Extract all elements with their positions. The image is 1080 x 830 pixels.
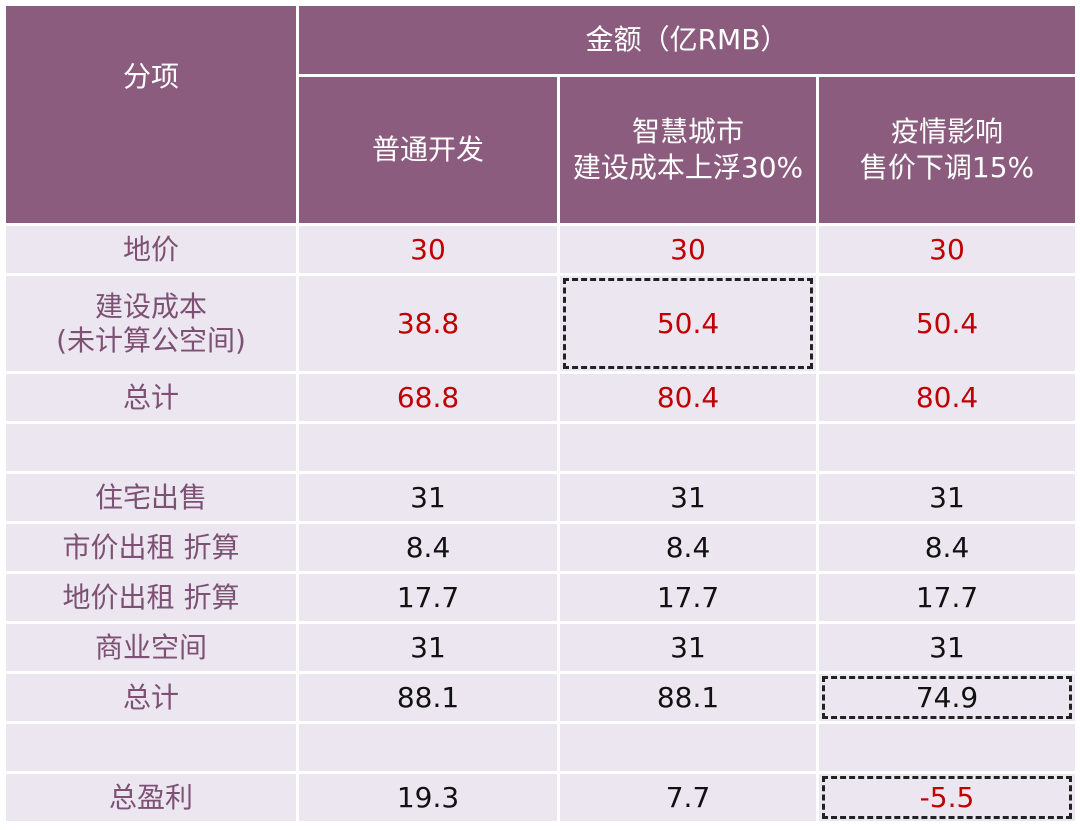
row-label: 商业空间 [94, 630, 207, 664]
value-cell: 31 [560, 624, 816, 671]
value-cell [299, 424, 557, 471]
value-cell: 31 [299, 474, 557, 521]
column-header-line1: 普通开发 [371, 133, 484, 166]
value-cell: 31 [819, 474, 1075, 521]
row-label: 地价出租 折算 [62, 580, 240, 614]
value-cell: 19.3 [299, 774, 557, 821]
value-cell: 50.4 [560, 276, 816, 371]
column-header-pandemic: 疫情影响 售价下调15% [819, 77, 1075, 223]
value-cell: 17.7 [819, 574, 1075, 621]
table-row: 市价出租 折算 8.4 8.4 8.4 [6, 524, 1075, 571]
value-cell: 38.8 [299, 276, 557, 371]
row-label-cell [6, 724, 296, 771]
column-header-line1: 疫情影响 [890, 115, 1003, 148]
table-row: 地价出租 折算 17.7 17.7 17.7 [6, 574, 1075, 621]
value-cell: 17.7 [560, 574, 816, 621]
row-label-cell: 商业空间 [6, 624, 296, 671]
value-cell: 31 [819, 624, 1075, 671]
column-header-smart-city: 智慧城市 建设成本上浮30% [560, 77, 816, 223]
value-cell: 31 [560, 474, 816, 521]
table-row: 建设成本 (未计算公空间) 38.8 50.4 50.4 [6, 276, 1075, 371]
value-cell: 17.7 [299, 574, 557, 621]
cost-profit-table: 分项 金额（亿RMB） 普通开发 智慧城市 建设成本上浮30% 疫情影响 售价下… [3, 3, 1078, 824]
row-label-cell: 总计 [6, 674, 296, 721]
value-cell: 30 [819, 226, 1075, 273]
amount-header: 金额（亿RMB） [299, 6, 1075, 74]
column-header-line2: 售价下调15% [859, 151, 1035, 184]
column-header-normal: 普通开发 [299, 77, 557, 223]
table-row: 地价 30 30 30 [6, 226, 1075, 273]
row-label: 总盈利 [108, 780, 193, 814]
row-label: 市价出租 折算 [62, 530, 240, 564]
value-cell [560, 724, 816, 771]
value-cell: 88.1 [299, 674, 557, 721]
row-label-cell: 建设成本 (未计算公空间) [6, 276, 296, 371]
table-row [6, 424, 1075, 471]
row-label: 总计 [122, 380, 179, 414]
value-cell: 80.4 [560, 374, 816, 421]
value-cell: 8.4 [560, 524, 816, 571]
table-body: 地价 30 30 30 建设成本 (未计算公空间) 38.8 50.4 50.4 总计 68.8 80… [6, 226, 1075, 821]
value-cell: 68.8 [299, 374, 557, 421]
table-row: 住宅出售 31 31 31 [6, 474, 1075, 521]
value-cell: 50.4 [819, 276, 1075, 371]
row-label-cell [6, 424, 296, 471]
column-header-line2: 建设成本上浮30% [572, 151, 804, 184]
table-row: 总计 68.8 80.4 80.4 [6, 374, 1075, 421]
value-cell: 88.1 [560, 674, 816, 721]
row-label-cell: 住宅出售 [6, 474, 296, 521]
value-cell: 74.9 [819, 674, 1075, 721]
value-cell [560, 424, 816, 471]
value-cell: 31 [299, 624, 557, 671]
value-cell: 8.4 [299, 524, 557, 571]
table-row: 总计 88.1 88.1 74.9 [6, 674, 1075, 721]
table-row [6, 724, 1075, 771]
row-label-cell: 总计 [6, 374, 296, 421]
row-label-cell: 市价出租 折算 [6, 524, 296, 571]
column-header-line1: 智慧城市 [631, 115, 744, 148]
row-label: 地价 [122, 232, 179, 266]
table-row: 总盈利 19.3 7.7 -5.5 [6, 774, 1075, 821]
row-label: 总计 [122, 680, 179, 714]
row-label: 建设成本 [94, 289, 207, 323]
value-cell: 30 [299, 226, 557, 273]
row-label-cell: 地价 [6, 226, 296, 273]
value-cell [299, 724, 557, 771]
row-label: 住宅出售 [94, 480, 207, 514]
value-cell [819, 724, 1075, 771]
value-cell: 7.7 [560, 774, 816, 821]
value-cell: 8.4 [819, 524, 1075, 571]
table-row: 商业空间 31 31 31 [6, 624, 1075, 671]
value-cell [819, 424, 1075, 471]
value-cell: 80.4 [819, 374, 1075, 421]
row-label-note: (未计算公空间) [56, 323, 246, 357]
item-header: 分项 [6, 6, 296, 223]
row-label-cell: 总盈利 [6, 774, 296, 821]
item-header-label: 分项 [122, 59, 179, 93]
value-cell: 30 [560, 226, 816, 273]
row-label-cell: 地价出租 折算 [6, 574, 296, 621]
value-cell: -5.5 [819, 774, 1075, 821]
